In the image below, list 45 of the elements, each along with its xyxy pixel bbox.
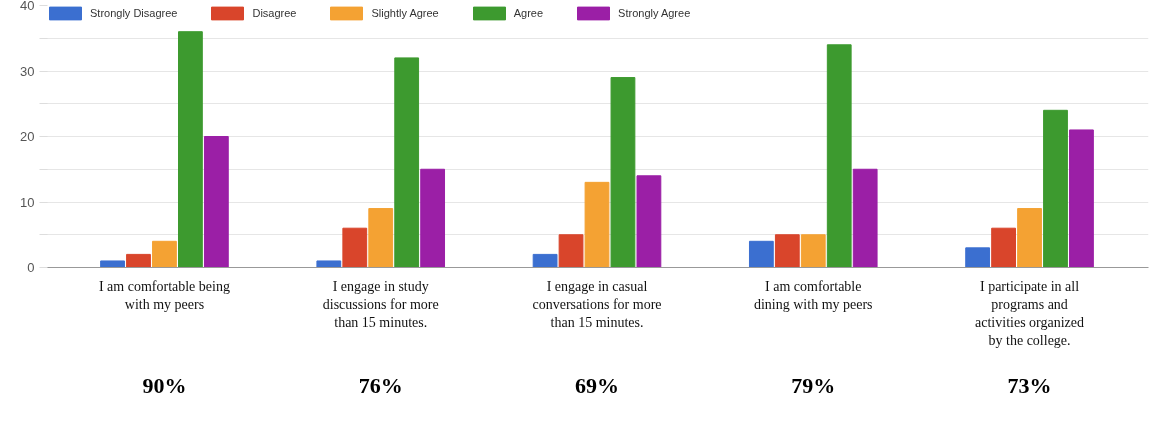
bar: [203, 136, 229, 268]
bar: [394, 57, 420, 268]
text: 73%: [1007, 373, 1052, 398]
legend-label: Slightly Agree: [371, 7, 439, 19]
bar: [965, 247, 991, 268]
y-tick-label: 20: [20, 129, 35, 144]
bar: [152, 240, 177, 268]
bar: [800, 234, 826, 268]
text: 69%: [575, 373, 619, 398]
y-tick-label: 30: [20, 63, 35, 79]
bar: [610, 77, 636, 268]
legend-label: Strongly Agree: [618, 7, 691, 19]
bar: [852, 168, 878, 268]
legend-label: Strongly Disagree: [90, 7, 178, 19]
text: 79%: [791, 373, 836, 398]
x-tick-label: I am comfortable being with my peers: [98, 278, 230, 312]
legend-label: Disagree: [252, 7, 297, 19]
text: 76%: [358, 373, 403, 398]
bar: [636, 175, 662, 268]
bar: [368, 208, 394, 268]
bar: [420, 168, 446, 268]
bar: [991, 227, 1016, 268]
y-tick-label: 0: [27, 260, 35, 275]
x-tick-label: I am comfortable dining with my peers: [753, 278, 873, 312]
bar: [316, 260, 342, 268]
y-tick-label: 10: [20, 194, 35, 210]
y-tick-label: 40: [20, 0, 35, 13]
bar: [558, 234, 584, 268]
text: 90%: [142, 373, 187, 398]
bar: [774, 234, 800, 268]
bar: [584, 181, 610, 268]
bar: [126, 253, 151, 268]
x-tick-label: I participate in all programs and activities organized by the college.: [975, 278, 1085, 348]
bar: [100, 260, 125, 268]
bar: [1069, 129, 1094, 268]
bar: [826, 44, 852, 268]
bar: [1043, 109, 1068, 268]
bar: [178, 31, 203, 268]
bar: [342, 227, 368, 268]
bar: [748, 240, 774, 268]
bar: [532, 253, 558, 268]
bar: [1017, 208, 1042, 268]
x-tick-label: I engage in study discussions for more than 15 minutes.: [322, 278, 439, 330]
legend-label: Agree: [513, 7, 544, 19]
x-tick-label: I engage in casual conversations for more than 15 minutes.: [532, 278, 662, 330]
